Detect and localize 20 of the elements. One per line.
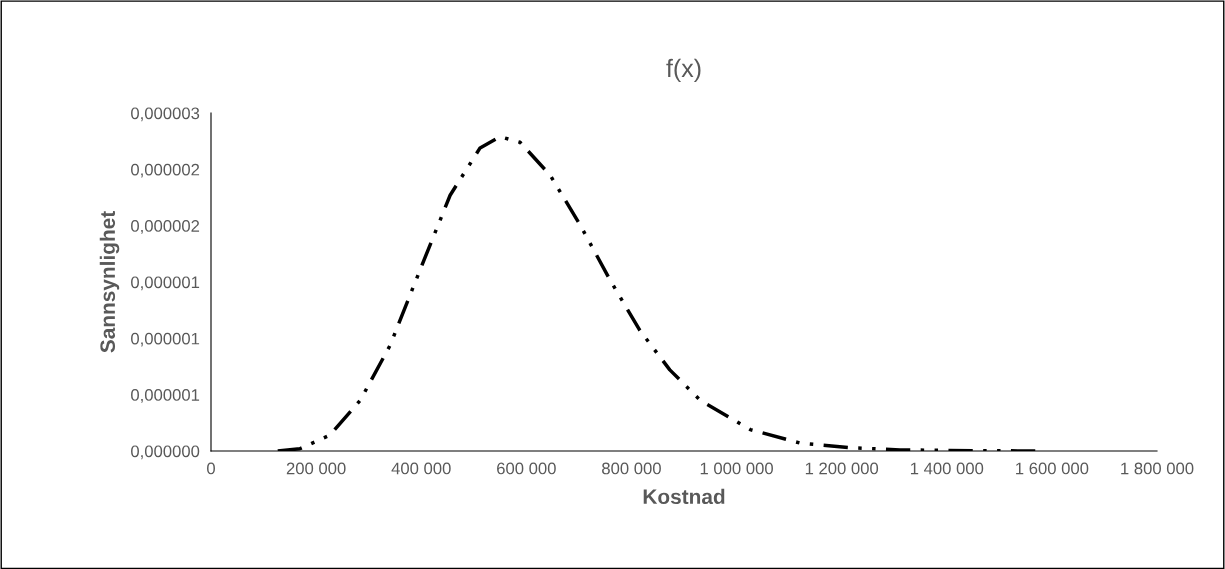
x-tick-label: 200 000 — [286, 462, 346, 475]
y-tick-label: 0,000002 — [131, 220, 200, 234]
y-axis-title: Sannsynlighet — [99, 211, 120, 353]
x-tick-label: 600 000 — [497, 462, 556, 475]
x-tick-label: 800 000 — [602, 462, 661, 475]
y-tick-label: 0,000001 — [131, 389, 200, 403]
chart-title: f(x) — [666, 58, 701, 83]
x-tick-label: 400 000 — [391, 462, 451, 475]
y-tick-label: 0,000001 — [131, 276, 200, 291]
x-tick-label: 1 200 000 — [805, 462, 879, 475]
y-tick-label: 0,000002 — [131, 163, 200, 178]
y-tick-label: 0,000000 — [131, 445, 200, 460]
y-tick-label: 0,000003 — [131, 107, 200, 122]
y-tick-label: 0,000001 — [131, 332, 200, 347]
x-tick-label: 1 000 000 — [700, 462, 773, 475]
x-axis-title: Kostnad — [643, 488, 725, 505]
x-tick-label: 1 800 000 — [1121, 462, 1194, 475]
x-tick-label: 0 — [207, 462, 215, 475]
x-tick-label: 1 600 000 — [1016, 462, 1089, 475]
x-tick-label: 1 400 000 — [910, 462, 984, 475]
